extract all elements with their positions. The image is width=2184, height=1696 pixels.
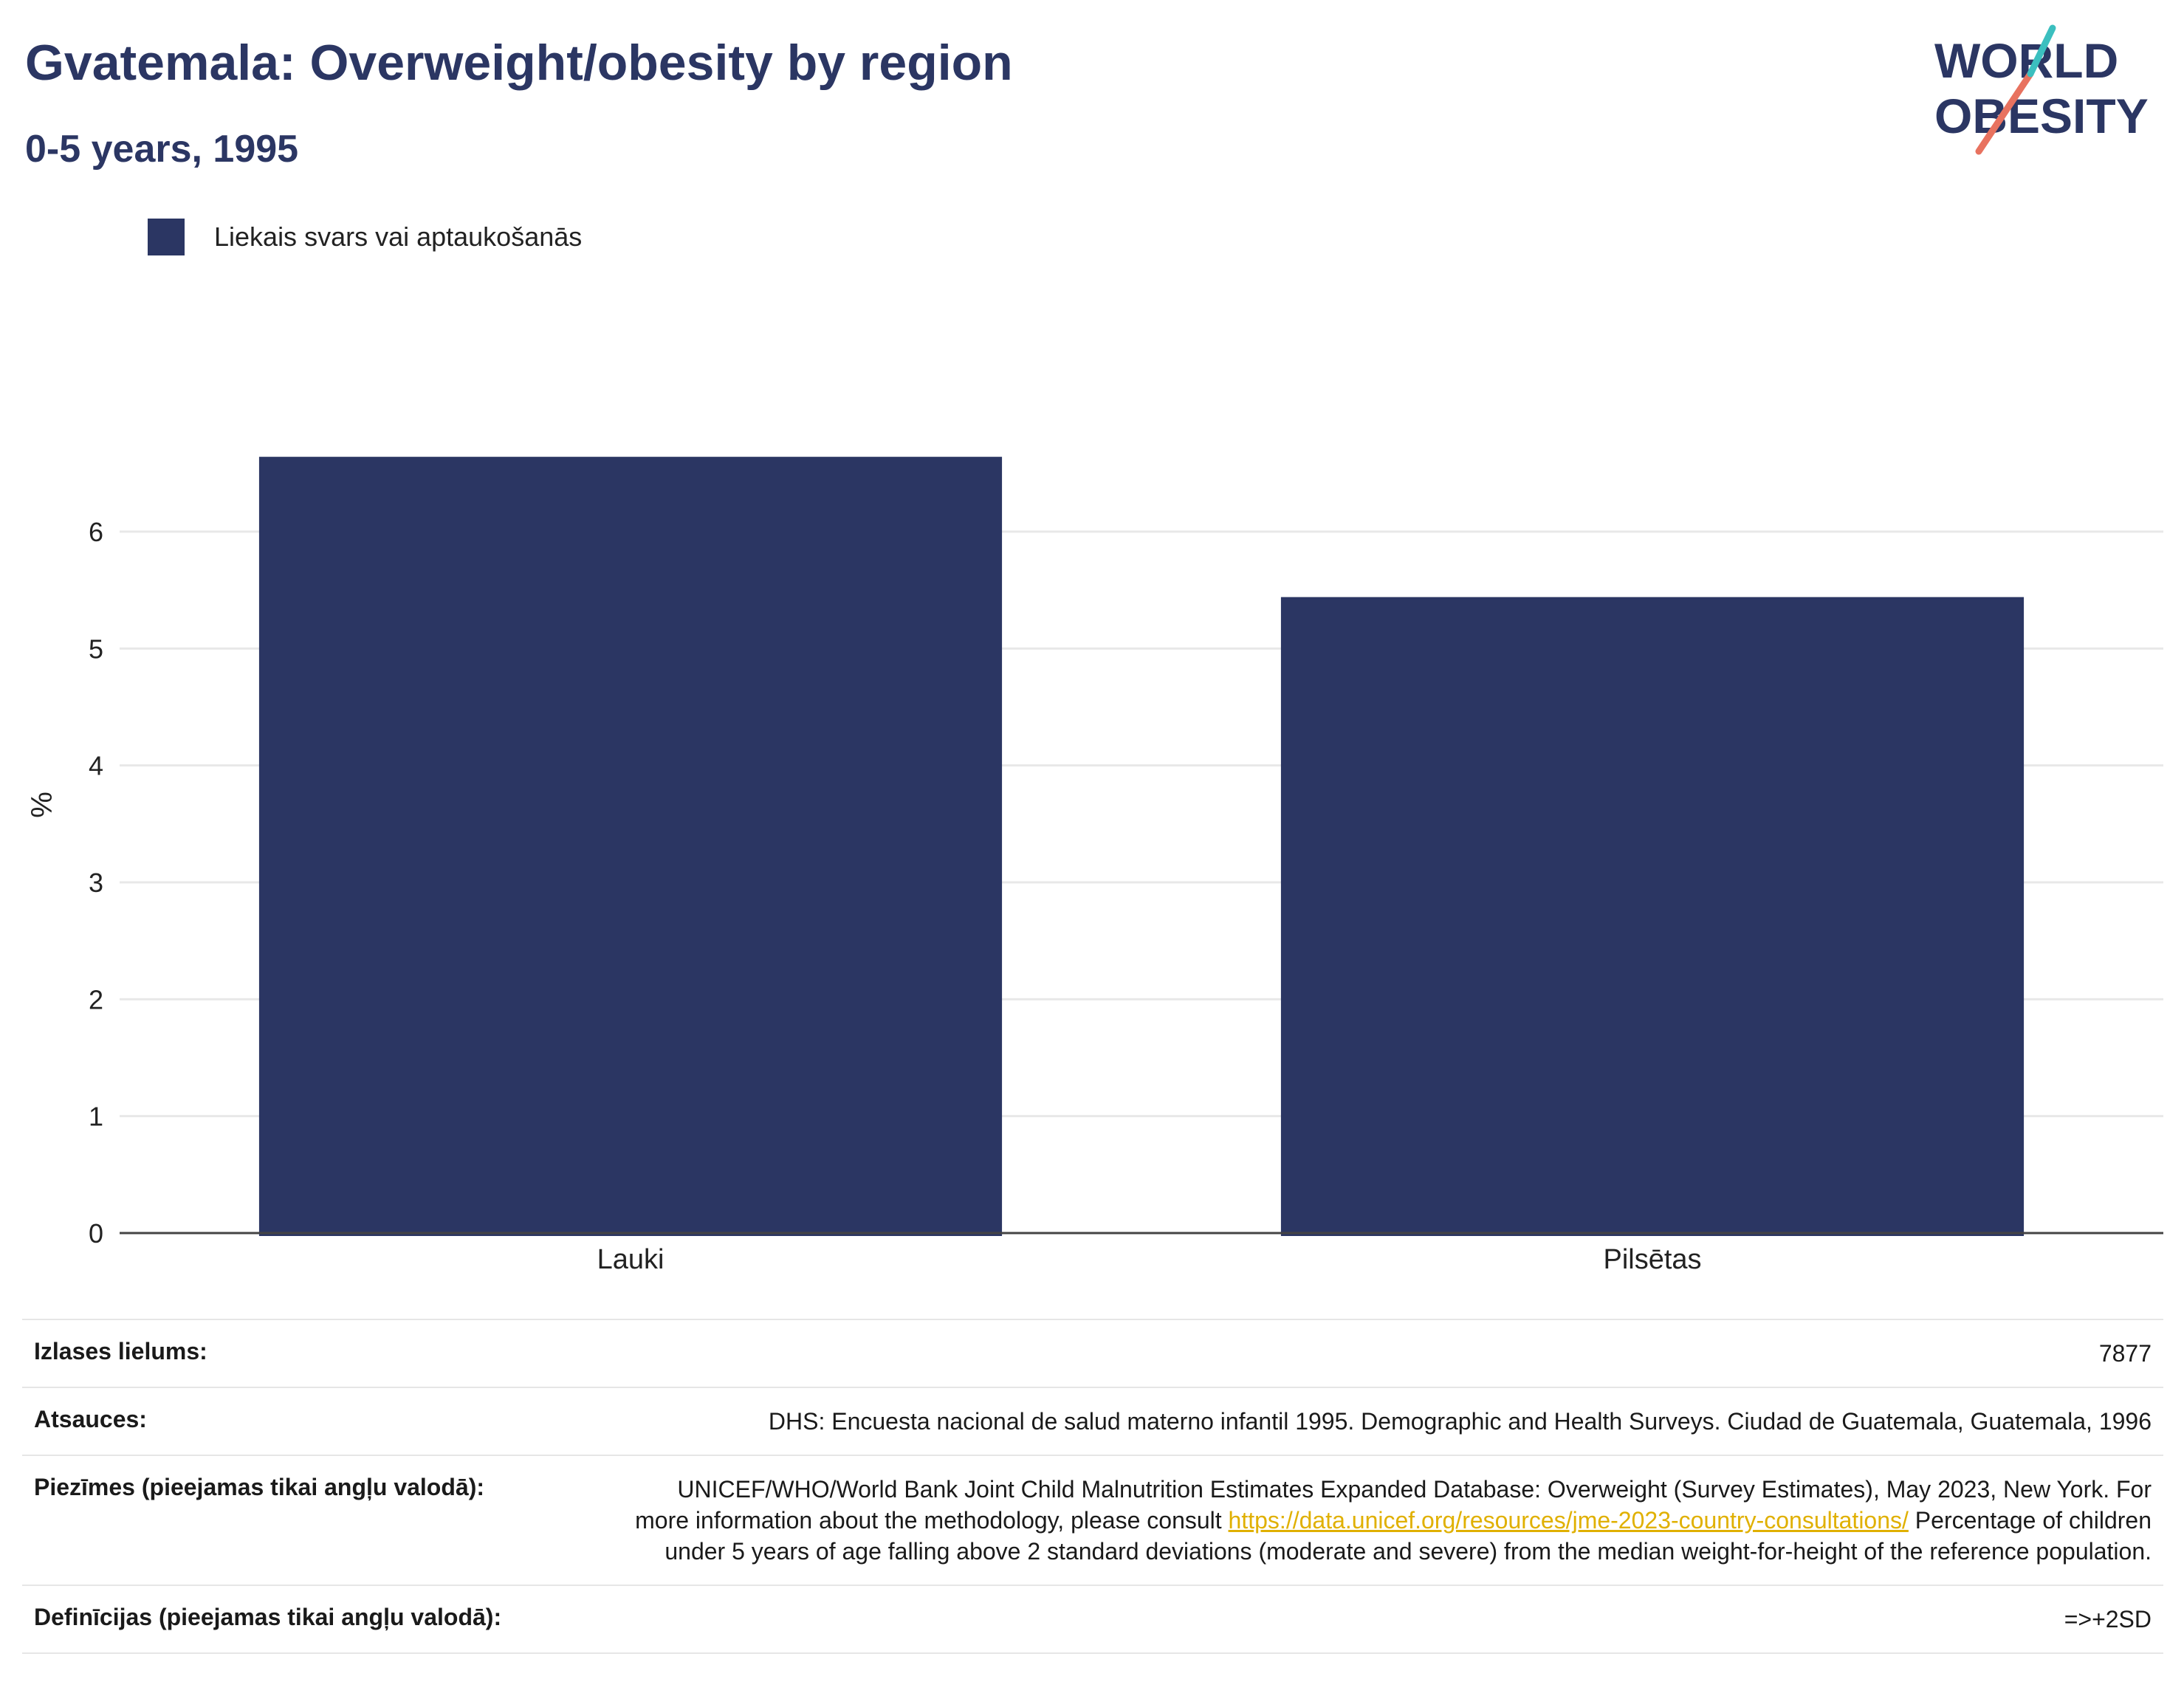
meta-row-notes: Piezīmes (pieejamas tikai angļu valodā):… [22, 1455, 2163, 1585]
metadata-table: Izlases lielums: 7877 Atsauces: DHS: Enc… [22, 1319, 2163, 1654]
notes-link[interactable]: https://data.unicef.org/resources/jme-20… [1228, 1507, 1909, 1534]
legend-swatch [148, 219, 185, 255]
bar [1280, 597, 2025, 1236]
legend-label: Liekais svars vai aptaukošanās [214, 222, 583, 252]
y-tick-label: 3 [89, 868, 103, 898]
chart-title: Gvatemala: Overweight/obesity by region [25, 35, 1013, 91]
y-tick-label: 2 [89, 984, 103, 1014]
world-obesity-logo: WORLD OBESITY [1920, 22, 2171, 162]
references-label: Atsauces: [34, 1406, 147, 1432]
meta-row-sample: Izlases lielums: 7877 [22, 1319, 2163, 1387]
notes-label: Piezīmes (pieejamas tikai angļu valodā): [34, 1474, 484, 1500]
meta-row-definitions: Definīcijas (pieejamas tikai angļu valod… [22, 1585, 2163, 1654]
bar-chart: 0 1 2 3 4 5 6% Lauki Pilsētas [26, 456, 2163, 1275]
bar [258, 456, 1003, 1236]
y-tick-label: 6 [89, 517, 103, 547]
y-tick-label: 5 [89, 634, 103, 664]
y-tick-label: 1 [89, 1102, 103, 1132]
logo-line2: OBESITY [1934, 89, 2149, 143]
notes-text-2: Percentage of children under 5 years of … [665, 1507, 2152, 1565]
sample-size-value: 7877 [2098, 1340, 2152, 1367]
meta-row-references: Atsauces: DHS: Encuesta nacional de salu… [22, 1387, 2163, 1455]
references-value: DHS: Encuesta nacional de salud materno … [768, 1408, 2152, 1435]
legend: Liekais svars vai aptaukošanās [148, 219, 582, 255]
chart-subtitle: 0-5 years, 1995 [25, 128, 299, 171]
x-tick-label: Lauki [597, 1244, 665, 1275]
sample-size-label: Izlases lielums: [34, 1338, 207, 1364]
y-axis-label: % [26, 792, 58, 818]
notes-text-1: UNICEF/WHO/World Bank Joint Child Malnut… [635, 1476, 2152, 1534]
definitions-value: =>+2SD [2064, 1606, 2152, 1633]
definitions-label: Definīcijas (pieejamas tikai angļu valod… [34, 1604, 502, 1630]
x-tick-label: Pilsētas [1603, 1244, 1701, 1275]
y-tick-label: 0 [89, 1218, 103, 1249]
notes-value: UNICEF/WHO/World Bank Joint Child Malnut… [625, 1474, 2152, 1567]
y-tick-label: 4 [89, 751, 103, 781]
